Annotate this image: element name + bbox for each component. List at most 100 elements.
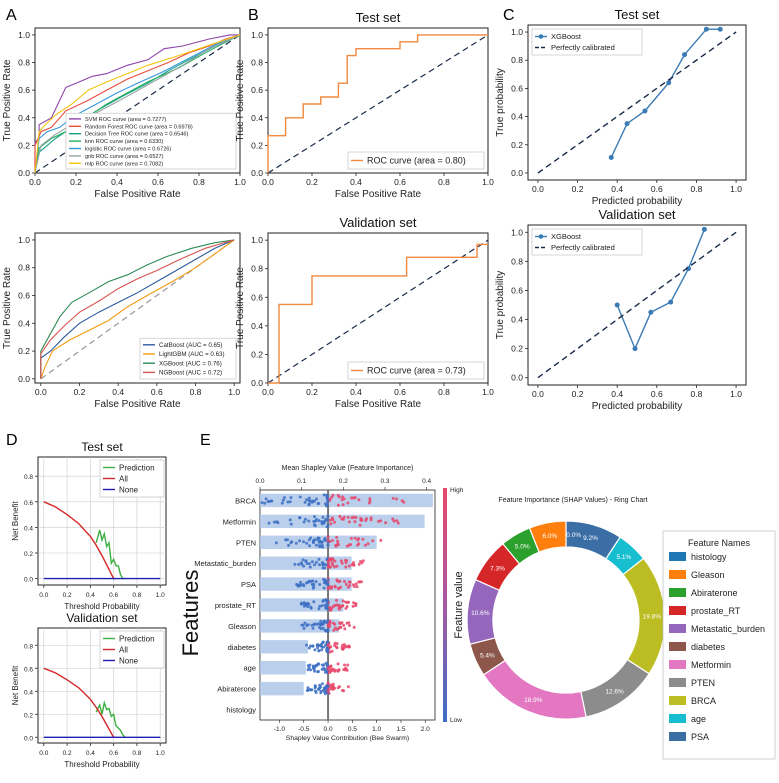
e-shap-swarm-dot: [361, 537, 365, 541]
e-ring-legend-swatch: [669, 552, 686, 561]
e-shap-swarm-dot: [311, 626, 315, 630]
a-bottom-legend-label: XGBoost (AUC = 0.76): [159, 360, 222, 367]
b-bottom-y-tick-label: 0.2: [251, 349, 263, 359]
c-top-x-axis-label: Predicted probability: [592, 196, 683, 207]
e-shap-swarm-dot: [289, 496, 293, 500]
e-shap-swarm-dot: [379, 538, 383, 542]
a-bottom-x-tick-label: 0.0: [35, 387, 47, 397]
e-ring-slice-label: 10.6%: [471, 610, 490, 617]
e-shap-swarm-dot: [320, 663, 324, 667]
e-shap-swarm-dot: [330, 561, 334, 565]
e-shap-swarm-dot: [319, 540, 323, 544]
c-bottom-x-tick-label: 0.4: [611, 389, 623, 399]
e-shap-y-axis-label: Features: [178, 570, 203, 657]
e-shap-swarm-dot: [350, 563, 354, 567]
a-top-y-tick-label: 0.4: [18, 113, 30, 123]
e-shap-swarm-dot: [317, 662, 321, 666]
e-shap-swarm-dot: [341, 503, 345, 507]
c-bottom-legend-box: [531, 228, 643, 256]
a-top-series-line: [34, 34, 241, 174]
b-top-y-tick-label: 1.0: [251, 30, 263, 40]
c-bottom-y-tick-label: 1.0: [511, 227, 523, 237]
a-bottom-x-tick-label: 1.0: [228, 387, 240, 397]
c-bottom-series-point: [701, 226, 707, 232]
e-shap-swarm-dot: [347, 520, 351, 524]
e-shap-swarm-dot: [333, 641, 337, 645]
e-shap-swarm-dot: [357, 562, 361, 566]
e-ring-legend-swatch: [669, 606, 686, 615]
e-shap-bar: [260, 514, 425, 529]
e-shap-swarm-dot: [312, 585, 316, 589]
c-top-y-tick-label: 0.6: [511, 83, 523, 93]
e-shap-feature-label: Metformin: [223, 517, 256, 526]
d-bottom-legend-label: All: [119, 645, 128, 654]
e-shap-swarm-dot: [344, 561, 348, 565]
e-shap-swarm-dot: [320, 520, 324, 524]
e-ring-legend-swatch: [669, 696, 686, 705]
e-ring-legend-swatch: [669, 732, 686, 741]
c-top-title: Test set: [615, 7, 660, 22]
b-bottom-frame: [267, 232, 489, 384]
b-bottom-series-line: [268, 243, 488, 384]
e-shap-feature-label: BRCA: [235, 496, 256, 505]
e-shap-feature-label: Metastatic_burden: [194, 559, 256, 568]
a-top-y-tick-label: 1.0: [18, 30, 30, 40]
e-shap-swarm-dot: [302, 584, 306, 588]
e-shap-swarm-dot: [368, 497, 372, 501]
e-shap-swarm-dot: [348, 584, 352, 587]
e-shap-swarm-dot: [303, 500, 307, 504]
e-shap-swarm-dot: [338, 514, 342, 518]
e-shap-swarm-dot: [384, 521, 388, 525]
e-shap-swarm-dot: [326, 514, 330, 518]
e-shap-swarm-dot: [302, 601, 306, 605]
e-shap-swarm-dot: [347, 580, 351, 584]
d-top-legend-label: None: [119, 485, 139, 494]
e-shap-swarm-dot: [333, 584, 337, 588]
e-shap-swarm-dot: [346, 515, 350, 519]
e-shap-swarm-dot: [344, 607, 348, 610]
e-shap-swarm-dot: [329, 565, 332, 569]
b-bottom-x-axis-label: False Positive Rate: [335, 399, 422, 410]
b-top-y-axis-label: True Positive Rate: [235, 59, 246, 141]
e-shap-swarm-dot: [309, 536, 313, 540]
e-shap-swarm-dot: [395, 497, 398, 501]
e-shap-swarm-dot: [315, 543, 318, 547]
e-shap-swarm-dot: [260, 501, 264, 505]
e-shap-swarm-dot: [312, 600, 316, 604]
e-shap-swarm-dot: [298, 539, 302, 543]
d-bottom-y-tick-label: 0.0: [24, 735, 33, 742]
b-bottom-chance-diagonal: [267, 239, 489, 384]
e-shap-swarm-dot: [354, 582, 358, 586]
b-bottom-x-tick-label: 0.2: [306, 387, 318, 397]
e-shap-swarm-dot: [297, 563, 301, 566]
e-shap-swarm-dot: [309, 644, 312, 648]
b-bottom-title: Validation set: [339, 215, 416, 230]
c-top-x-tick-label: 0.2: [572, 184, 584, 194]
b-bottom-y-axis-label: True Positive Rate: [235, 267, 246, 349]
b-top-x-tick-label: 1.0: [482, 177, 494, 187]
c-top-series-point: [624, 121, 630, 127]
c-top-series-point: [642, 108, 648, 114]
c-top-y-axis-label: True probability: [495, 68, 506, 137]
e-ring-legend-swatch: [669, 678, 686, 687]
e-shap-swarm-dot: [334, 544, 338, 547]
e-shap-swarm-dot: [270, 499, 274, 503]
d-top-x-tick-label: 1.0: [156, 592, 165, 599]
d-top-series-line: [43, 501, 116, 580]
e-shap-swarm-dot: [321, 566, 325, 570]
e-shap-swarm-dot: [326, 538, 330, 542]
a-bottom-x-tick-label: 0.6: [151, 387, 163, 397]
e-shap-swarm-dot: [366, 542, 370, 546]
e-shap-feature-label: prostate_RT: [215, 601, 257, 610]
e-shap-swarm-dot: [329, 608, 333, 612]
e-shap-swarm-dot: [346, 501, 350, 505]
e-shap-swarm-dot: [352, 585, 356, 588]
e-ring-legend-label: Gleason: [691, 570, 725, 580]
e-shap-swarm-dot: [318, 583, 322, 586]
e-shap-swarm-dot: [328, 497, 332, 501]
e-shap-swarm-dot: [323, 668, 327, 672]
e-shap-swarm-dot: [302, 520, 306, 524]
e-shap-swarm-dot: [333, 565, 336, 569]
e-shap-swarm-dot: [312, 623, 316, 627]
